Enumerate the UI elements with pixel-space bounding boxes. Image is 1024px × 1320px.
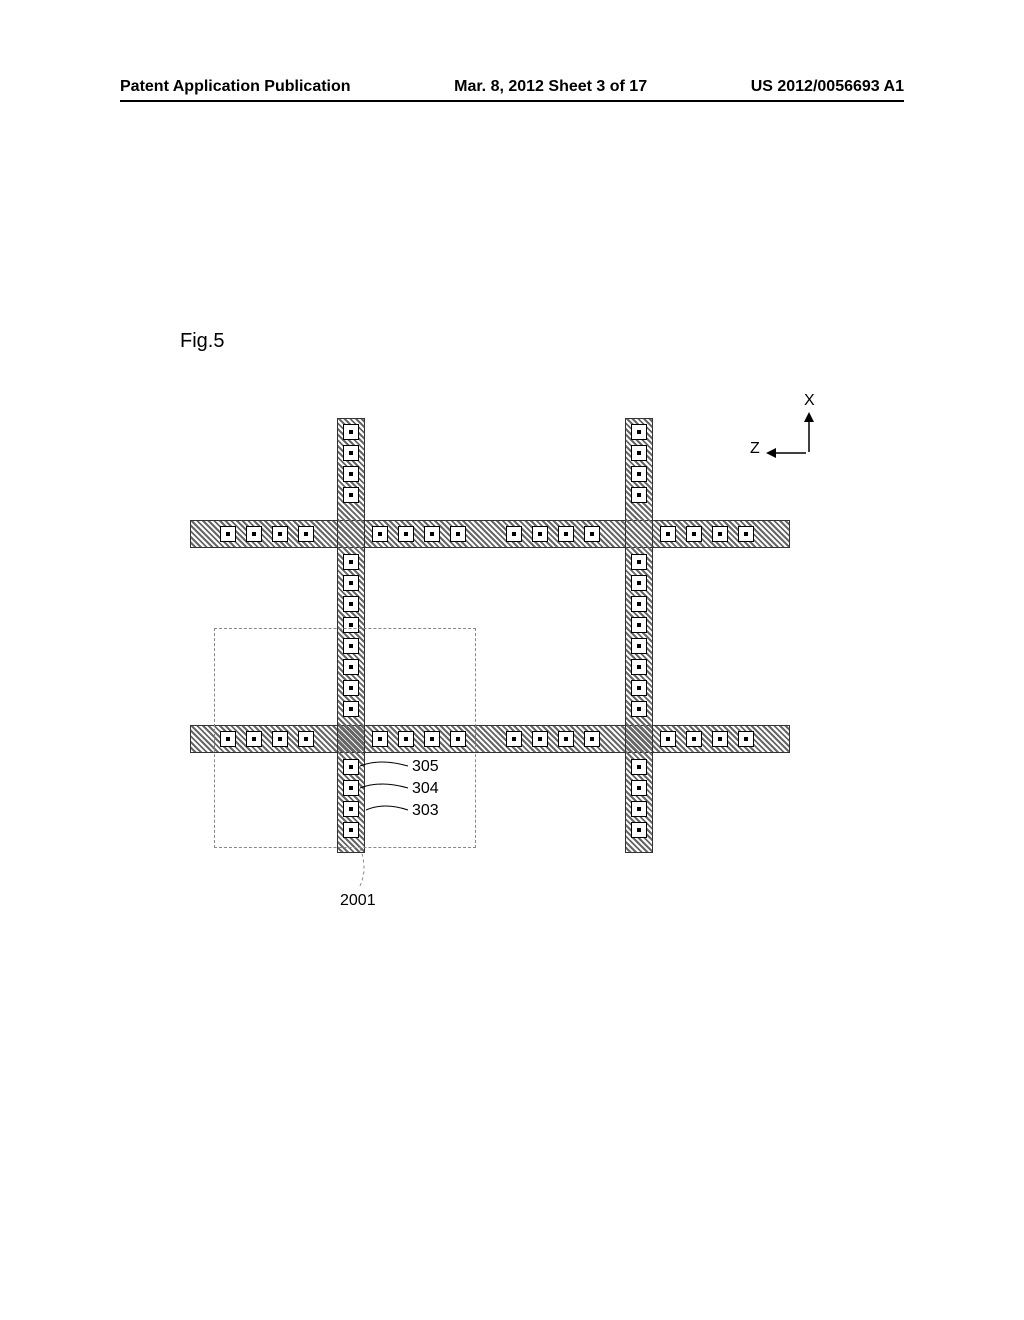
cell-box [631,701,647,717]
cell-box [738,526,754,542]
label-305: 305 [412,758,439,776]
cell-box [343,575,359,591]
axis-z-arrow [766,446,806,460]
cell-box [631,596,647,612]
label-303: 303 [412,802,439,820]
cell-box [660,731,676,747]
cell-box [343,424,359,440]
lead-line-305 [360,758,410,772]
lead-line-303 [366,802,410,816]
cell-box [558,731,574,747]
cell-box [686,731,702,747]
figure-label: Fig.5 [180,330,224,353]
header-center: Mar. 8, 2012 Sheet 3 of 17 [454,78,647,96]
cell-box [532,526,548,542]
cell-box [631,822,647,838]
cell-box [343,445,359,461]
cell-box [738,731,754,747]
cell-box [298,526,314,542]
cell-box [660,526,676,542]
lead-line-304 [360,780,410,794]
cell-box [631,680,647,696]
header-left: Patent Application Publication [120,78,351,96]
cell-box [631,424,647,440]
cell-box [631,617,647,633]
cell-box [343,596,359,612]
cell-box [631,554,647,570]
cell-box [712,526,728,542]
header-right: US 2012/0056693 A1 [751,78,904,96]
cell-box [246,526,262,542]
cell-box [424,526,440,542]
cell-box [506,731,522,747]
cell-box [631,759,647,775]
cell-box [631,659,647,675]
cell-box [532,731,548,747]
cell-box [343,487,359,503]
cell-box [631,445,647,461]
axis-z-label: Z [750,440,760,458]
header-rule [120,100,904,102]
cell-box [220,526,236,542]
lead-line-2001 [360,848,380,888]
cell-box [631,780,647,796]
cell-box [631,575,647,591]
cell-box [631,801,647,817]
cell-box [450,526,466,542]
cell-box [343,554,359,570]
cell-box [584,731,600,747]
cell-box [558,526,574,542]
cell-box [584,526,600,542]
cell-box [343,466,359,482]
cell-box [272,526,288,542]
cell-box [398,526,414,542]
label-304: 304 [412,780,439,798]
cell-box [712,731,728,747]
label-2001: 2001 [340,892,376,910]
axis-x-label: X [804,392,815,410]
cell-box [506,526,522,542]
cell-box [631,638,647,654]
cell-box [631,466,647,482]
page-header: Patent Application Publication Mar. 8, 2… [0,78,1024,96]
cell-box [631,487,647,503]
diagram: 305 304 303 2001 X Z [190,410,840,860]
cell-box [686,526,702,542]
cell-box [372,526,388,542]
